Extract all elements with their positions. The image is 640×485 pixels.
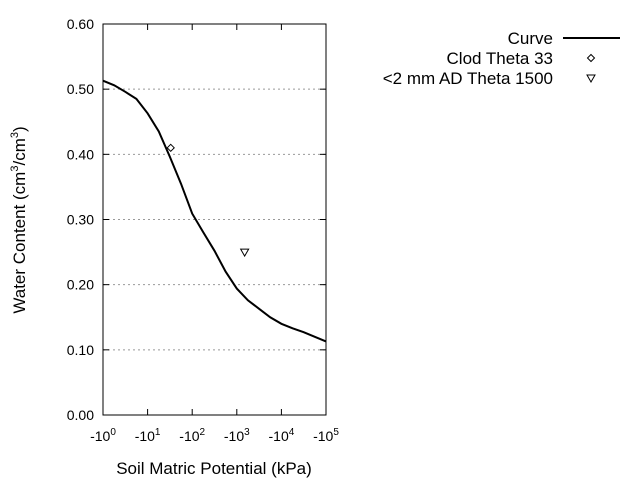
curve-line [102,79,327,343]
y-tick-label: 0.40 [67,146,94,162]
y-tick-labels: 0.00 0.10 0.20 0.30 0.40 0.50 0.60 [67,16,94,423]
x-tick-labels: -100 -101 -102 -103 -104 -105 [90,427,339,444]
x-tick-label: -101 [135,427,161,444]
y-axis-label: Water Content (cm3/cm3) [9,126,29,313]
plot-frame [102,23,327,416]
legend-label: Curve [508,29,553,48]
legend-triangle-down-marker [586,74,596,84]
series [102,79,327,343]
y-tick-label: 0.00 [67,407,94,423]
x-tick-label: -105 [313,427,339,444]
legend-label: <2 mm AD Theta 1500 [383,69,553,88]
legend-diamond-marker [586,53,596,63]
triangle-down-point [239,248,250,258]
diamond-point [166,143,175,153]
y-tick-label: 0.10 [67,342,94,358]
y-tick-label: 0.30 [67,212,94,228]
x-axis-label: Soil Matric Potential (kPa) [116,459,312,478]
y-tick-label: 0.20 [67,277,94,293]
y-tick-label: 0.50 [67,81,94,97]
x-tick-label: -102 [179,427,205,444]
legend-label: Clod Theta 33 [447,49,553,68]
x-tick-label: -103 [224,427,250,444]
x-tick-label: -104 [269,427,295,444]
y-tick-label: 0.60 [67,16,94,32]
gridlines [103,88,326,351]
x-tick-label: -100 [90,427,116,444]
